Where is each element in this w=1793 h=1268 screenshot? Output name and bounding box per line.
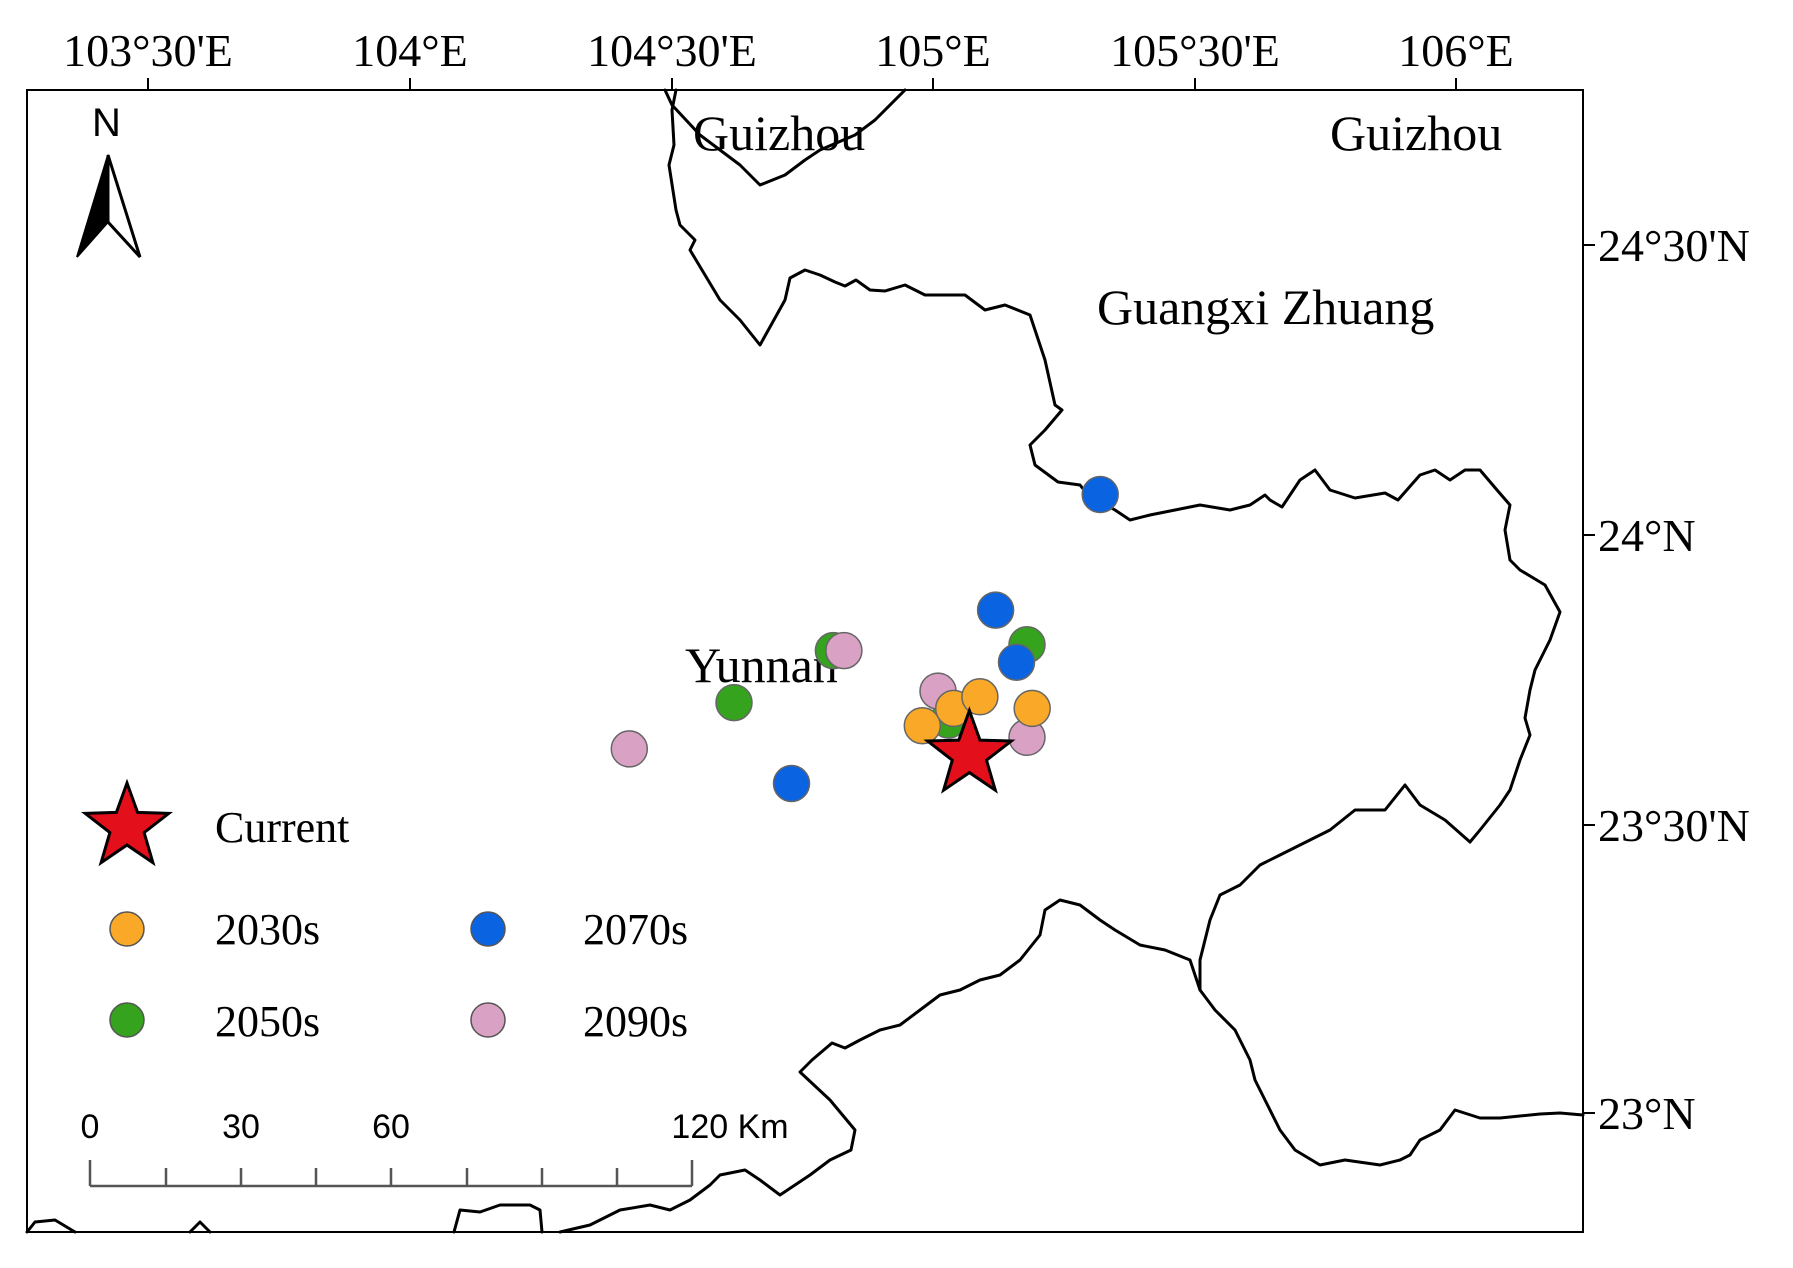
guizhou-boundary-west xyxy=(663,88,907,187)
lat-label-24: 24°N xyxy=(1598,510,1696,561)
scale-label-0: 0 xyxy=(81,1108,100,1146)
legend-star-icon xyxy=(80,778,174,867)
scale-bar-line xyxy=(88,1160,694,1188)
lon-label-104-30: 104°30'E xyxy=(587,25,757,76)
point-2050s xyxy=(715,683,753,722)
region-label-guizhou-east: Guizhou xyxy=(1330,105,1502,161)
legend-marker-2050s xyxy=(109,1002,145,1038)
latitude-labels: 24°30'N 24°N 23°30'N 23°N xyxy=(1598,220,1750,1139)
north-arrow: N xyxy=(76,101,142,259)
point-2070s xyxy=(976,591,1015,629)
lat-label-24-30: 24°30'N xyxy=(1598,220,1750,271)
lon-label-106: 106°E xyxy=(1398,25,1514,76)
southwest-boundary-2 xyxy=(25,1218,77,1234)
point-2070s xyxy=(772,764,811,803)
southwest-boundary-3 xyxy=(188,1220,212,1234)
map-frame xyxy=(26,89,1584,1233)
legend-label-2050s: 2050s xyxy=(215,997,320,1046)
legend-label-2070s: 2070s xyxy=(583,905,688,954)
longitude-labels: 103°30'E 104°E 104°30'E 105°E 105°30'E 1… xyxy=(63,25,1514,76)
southwest-boundary xyxy=(452,1203,544,1234)
point-2030s xyxy=(961,678,999,716)
legend-label-2090s: 2090s xyxy=(583,997,688,1046)
north-arrow-right-half xyxy=(106,154,142,259)
lat-label-23: 23°N xyxy=(1598,1088,1696,1139)
current-centroid-star xyxy=(923,706,1016,794)
region-label-yunnan: Yunnan xyxy=(685,637,838,693)
longitude-ticks xyxy=(147,78,1457,90)
point-2070s xyxy=(1081,475,1119,514)
north-arrow-label: N xyxy=(92,101,121,145)
centroid-points xyxy=(610,475,1119,803)
legend-marker-2090s xyxy=(470,1002,506,1038)
point-2070s xyxy=(997,643,1036,681)
scale-bar: 0 30 60 120 Km xyxy=(81,1108,789,1188)
legend: Current 2030s 2050s 2070s 2090s xyxy=(80,778,688,1046)
guizhou-guangxi-boundary xyxy=(667,88,1562,844)
point-2090s xyxy=(825,631,863,670)
legend-label-2030s: 2030s xyxy=(215,905,320,954)
lat-label-23-30: 23°30'N xyxy=(1598,800,1750,851)
scale-label-120: 120 Km xyxy=(671,1108,788,1146)
guangxi-vietnam-boundary xyxy=(1198,783,1585,1167)
region-label-guangxi: Guangxi Zhuang xyxy=(1097,279,1434,335)
legend-label-current: Current xyxy=(215,803,349,852)
legend-marker-2070s xyxy=(470,911,506,947)
point-2030s xyxy=(903,706,942,745)
lon-label-103-30: 103°30'E xyxy=(63,25,233,76)
lon-label-105: 105°E xyxy=(875,25,991,76)
province-boundaries xyxy=(25,88,1585,1234)
scale-label-60: 60 xyxy=(372,1108,410,1146)
scale-label-30: 30 xyxy=(222,1108,260,1146)
scale-bar-labels: 0 30 60 120 Km xyxy=(81,1108,789,1146)
point-2090s xyxy=(610,730,649,768)
region-label-guizhou-west: Guizhou xyxy=(693,105,865,161)
yunnan-vietnam-boundary xyxy=(558,898,1202,1234)
latitude-ticks xyxy=(1583,244,1595,1114)
region-labels: Guizhou Guizhou Guangxi Zhuang Yunnan xyxy=(685,105,1502,693)
legend-marker-2030s xyxy=(109,911,145,947)
lon-label-104: 104°E xyxy=(352,25,468,76)
point-2030s xyxy=(1013,689,1051,728)
lon-label-105-30: 105°30'E xyxy=(1110,25,1280,76)
